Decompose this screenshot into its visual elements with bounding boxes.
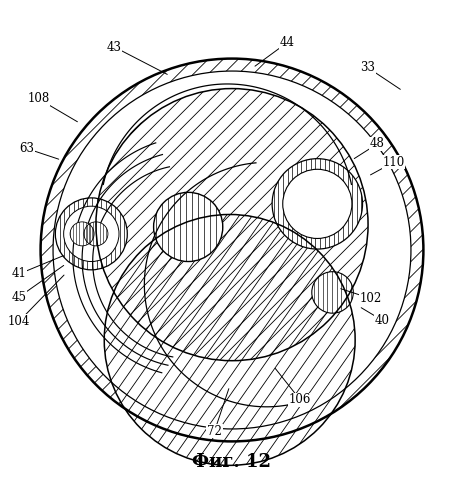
Text: 72: 72 (206, 425, 221, 438)
Text: 45: 45 (12, 290, 26, 304)
Circle shape (271, 158, 362, 249)
Circle shape (84, 222, 108, 246)
Text: 41: 41 (12, 268, 26, 280)
Circle shape (40, 58, 423, 442)
Text: 33: 33 (360, 62, 375, 74)
Text: 110: 110 (382, 156, 404, 169)
Circle shape (153, 192, 222, 262)
Circle shape (55, 198, 127, 270)
Circle shape (282, 170, 351, 238)
Circle shape (70, 222, 94, 246)
Circle shape (311, 272, 352, 313)
Text: 63: 63 (19, 142, 34, 155)
Circle shape (70, 222, 94, 246)
Circle shape (53, 71, 410, 429)
Text: 44: 44 (279, 36, 294, 49)
Circle shape (311, 272, 352, 313)
Circle shape (96, 88, 367, 360)
Text: 48: 48 (369, 138, 384, 150)
Text: 43: 43 (106, 40, 122, 54)
Circle shape (104, 214, 354, 466)
Circle shape (84, 222, 108, 246)
Circle shape (153, 192, 222, 262)
Text: 108: 108 (27, 92, 49, 105)
Circle shape (104, 214, 354, 466)
Circle shape (55, 198, 127, 270)
Text: 106: 106 (288, 394, 311, 406)
Text: Фиг. 12: Фиг. 12 (192, 453, 271, 471)
Text: 104: 104 (8, 315, 30, 328)
Text: 102: 102 (358, 292, 381, 305)
Circle shape (271, 158, 362, 249)
Circle shape (40, 58, 423, 442)
Circle shape (63, 206, 119, 262)
Circle shape (96, 88, 367, 360)
Text: 40: 40 (374, 314, 388, 326)
